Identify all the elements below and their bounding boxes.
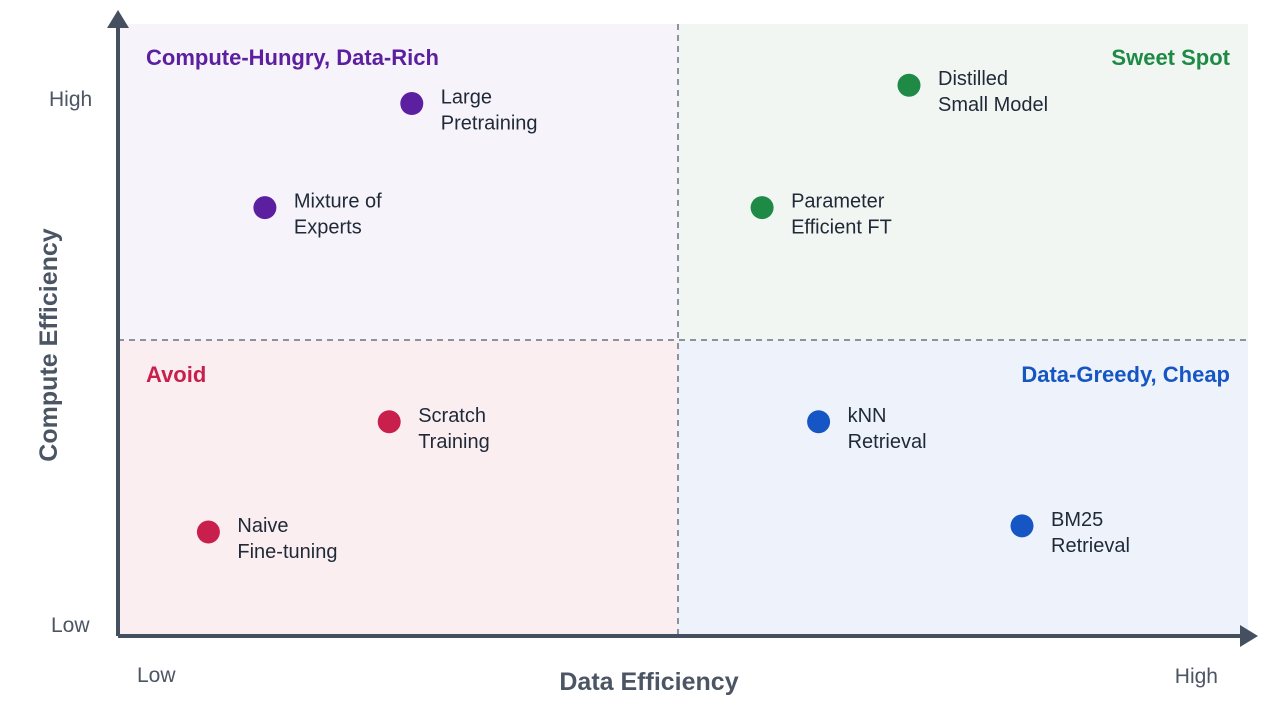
x-axis-title: Data Efficiency: [559, 668, 738, 696]
data-point-label-line: Retrieval: [1051, 535, 1130, 557]
data-point-bm25-retrieval: [1010, 514, 1034, 538]
data-point-label: BM25 Retrieval: [1051, 509, 1130, 557]
data-point-label: Naive Fine-tuning: [237, 515, 337, 563]
data-point-label-line: Large: [441, 87, 492, 109]
y-tick-high: High: [49, 88, 92, 111]
data-point-label: Parameter Efficient FT: [791, 191, 892, 239]
data-point-label-line: Efficient FT: [791, 217, 892, 239]
data-point-label-line: Distilled: [938, 68, 1008, 90]
data-point-label: Large Pretraining: [441, 87, 538, 135]
data-point-label-line: BM25: [1051, 509, 1103, 531]
data-point-label-line: kNN: [848, 405, 887, 427]
data-point-label-line: Mixture of: [294, 191, 382, 213]
data-point-knn-retrieval: [807, 410, 831, 434]
y-axis-title: Compute Efficiency: [35, 228, 63, 461]
data-point-naive-fine-tuning: [196, 520, 220, 544]
x-tick-high: High: [1175, 665, 1218, 688]
data-point-label: Scratch Training: [418, 405, 490, 453]
x-tick-low: Low: [137, 664, 176, 687]
quadrant-label-bottom-right: Data-Greedy, Cheap: [1021, 362, 1230, 387]
data-point-parameter-efficient-ft: [750, 196, 774, 220]
data-point-label: Distilled Small Model: [938, 68, 1048, 116]
y-axis-arrow: [107, 10, 129, 28]
data-point-distilled-small-model: [897, 73, 921, 97]
data-point-label-line: Small Model: [938, 94, 1048, 116]
y-tick-low: Low: [51, 614, 90, 637]
quadrant-label-bottom-left: Avoid: [146, 362, 206, 387]
data-point-label: Mixture of Experts: [294, 191, 382, 239]
data-point-label-line: Naive: [237, 515, 288, 537]
data-point-label: kNN Retrieval: [848, 405, 927, 453]
data-point-label-line: Training: [418, 431, 490, 453]
data-point-label-line: Pretraining: [441, 113, 538, 135]
quadrant-top-right: [678, 24, 1248, 340]
x-axis-arrow: [1240, 625, 1258, 647]
data-point-label-line: Fine-tuning: [237, 541, 337, 563]
data-point-label-line: Experts: [294, 217, 362, 239]
data-point-mixture-of-experts: [253, 196, 277, 220]
data-point-label-line: Scratch: [418, 405, 486, 427]
data-point-label-line: Retrieval: [848, 431, 927, 453]
quadrant-label-top-right: Sweet Spot: [1111, 45, 1230, 70]
quadrant-label-top-left: Compute-Hungry, Data-Rich: [146, 45, 439, 70]
quadrant-top-left: [118, 24, 678, 340]
data-point-scratch-training: [377, 410, 401, 434]
quadrant-bottom-right: [678, 340, 1248, 636]
data-point-large-pretraining: [400, 92, 424, 116]
quadrant-bottom-left: [118, 340, 678, 636]
data-point-label-line: Parameter: [791, 191, 885, 213]
